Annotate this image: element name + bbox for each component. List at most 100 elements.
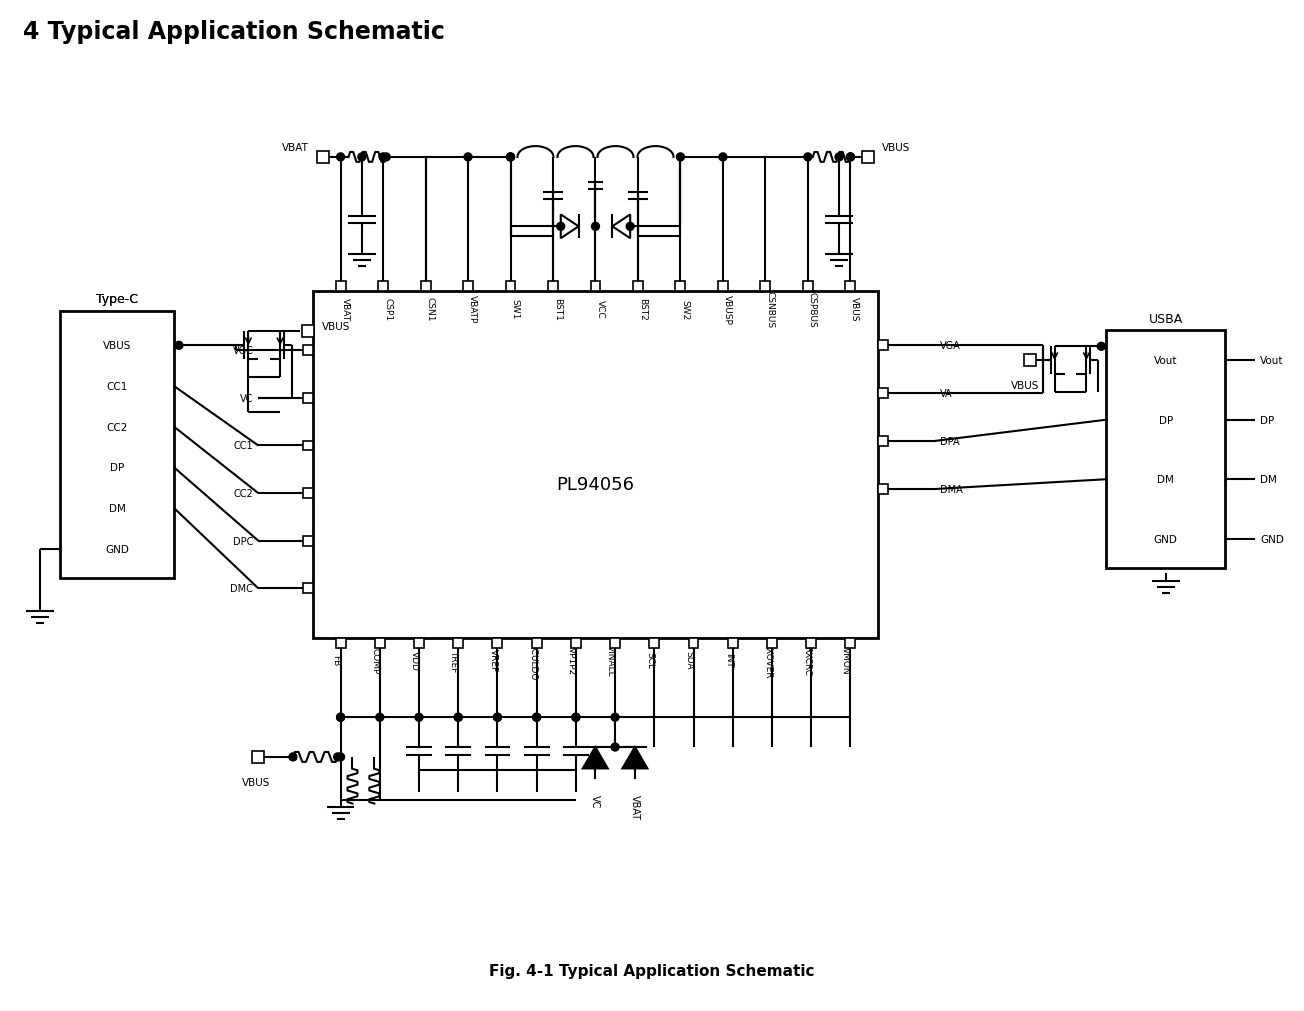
Text: VREF: VREF (489, 648, 497, 671)
Polygon shape (622, 747, 647, 768)
Text: GND: GND (106, 544, 129, 554)
Bar (845, 638, 855, 648)
Text: INT: INT (724, 653, 733, 667)
Text: CSN1: CSN1 (425, 297, 434, 321)
Text: VBAT: VBAT (340, 298, 349, 320)
Text: CSNBUS: CSNBUS (765, 291, 775, 328)
Circle shape (289, 753, 297, 761)
Text: Type-C: Type-C (96, 293, 138, 306)
Circle shape (532, 714, 541, 722)
Text: RXOVER: RXOVER (763, 642, 772, 678)
Text: VBUS: VBUS (103, 341, 132, 351)
Circle shape (382, 154, 390, 162)
Text: DP: DP (1260, 416, 1274, 426)
Text: VBUS: VBUS (322, 323, 349, 333)
Text: GND: GND (1154, 534, 1178, 544)
Text: VBATP: VBATP (468, 295, 477, 324)
Circle shape (464, 154, 472, 162)
Circle shape (803, 154, 812, 162)
Bar (1024, 355, 1035, 367)
Circle shape (357, 154, 366, 162)
Text: VMON: VMON (841, 646, 850, 674)
Bar (252, 751, 265, 763)
Bar (60, 311, 173, 579)
Bar (675, 282, 686, 291)
Circle shape (612, 714, 619, 722)
Bar (335, 638, 346, 648)
Text: VBUS: VBUS (850, 297, 859, 321)
Circle shape (454, 714, 462, 722)
Circle shape (336, 714, 344, 722)
Bar (803, 282, 812, 291)
Circle shape (626, 223, 634, 232)
Circle shape (376, 714, 383, 722)
Bar (303, 327, 314, 338)
Bar (454, 638, 463, 648)
Bar (532, 638, 541, 648)
Circle shape (493, 714, 502, 722)
Text: PL94056: PL94056 (557, 476, 635, 493)
Text: VP1P2: VP1P2 (567, 646, 576, 674)
Text: DM: DM (108, 503, 125, 514)
Text: SDA: SDA (685, 651, 694, 669)
Bar (878, 437, 888, 447)
Text: Fig. 4-1 Typical Application Schematic: Fig. 4-1 Typical Application Schematic (489, 962, 815, 978)
Bar (303, 583, 313, 593)
Bar (303, 536, 313, 546)
Circle shape (572, 714, 580, 722)
Circle shape (572, 714, 580, 722)
Text: VBUS: VBUS (1011, 381, 1039, 390)
Bar (303, 346, 313, 356)
Text: BST1: BST1 (553, 298, 562, 320)
Text: GND: GND (1260, 534, 1284, 544)
Circle shape (557, 223, 565, 232)
Bar (506, 282, 515, 291)
Text: BST2: BST2 (638, 298, 647, 320)
Text: DPA: DPA (940, 437, 960, 447)
Bar (878, 484, 888, 494)
Bar (649, 638, 660, 648)
Text: VINALL: VINALL (606, 644, 615, 676)
Text: SW2: SW2 (681, 299, 690, 319)
Circle shape (336, 753, 344, 761)
Text: DP: DP (110, 463, 124, 473)
Bar (767, 638, 777, 648)
Circle shape (493, 714, 502, 722)
Circle shape (532, 714, 541, 722)
Circle shape (379, 154, 387, 162)
Circle shape (506, 154, 515, 162)
Bar (719, 282, 728, 291)
Text: CC1: CC1 (233, 441, 253, 451)
Circle shape (612, 743, 619, 751)
Text: VBUS: VBUS (882, 143, 910, 153)
Text: CC2: CC2 (233, 488, 253, 498)
Text: Type-C: Type-C (96, 293, 138, 306)
Text: CC1: CC1 (106, 381, 128, 391)
Circle shape (846, 154, 854, 162)
Bar (317, 152, 329, 164)
Text: VCC: VCC (596, 300, 605, 318)
Text: MCULDO: MCULDO (528, 640, 537, 679)
Circle shape (846, 154, 854, 162)
Bar (378, 282, 389, 291)
Circle shape (719, 154, 726, 162)
Circle shape (175, 342, 183, 350)
Bar (303, 393, 313, 403)
Bar (760, 282, 771, 291)
Circle shape (835, 154, 842, 162)
Circle shape (1097, 343, 1106, 351)
Circle shape (334, 753, 342, 761)
Text: DM: DM (1260, 475, 1277, 484)
Text: DMA: DMA (940, 484, 962, 494)
Text: VGC: VGC (232, 346, 253, 356)
Text: CSP1: CSP1 (383, 298, 393, 320)
Bar (1106, 332, 1226, 569)
Text: VDD: VDD (409, 650, 419, 670)
Bar (313, 291, 878, 638)
Text: VBAT: VBAT (630, 795, 640, 819)
Circle shape (677, 154, 685, 162)
Text: VBAT: VBAT (282, 143, 309, 153)
Text: VA: VA (940, 389, 952, 399)
Circle shape (592, 223, 600, 232)
Text: 4 Typical Application Schematic: 4 Typical Application Schematic (23, 20, 445, 43)
